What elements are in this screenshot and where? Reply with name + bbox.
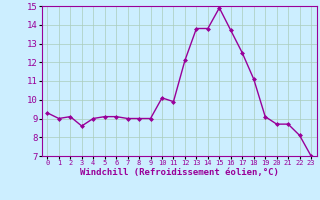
X-axis label: Windchill (Refroidissement éolien,°C): Windchill (Refroidissement éolien,°C) bbox=[80, 168, 279, 177]
